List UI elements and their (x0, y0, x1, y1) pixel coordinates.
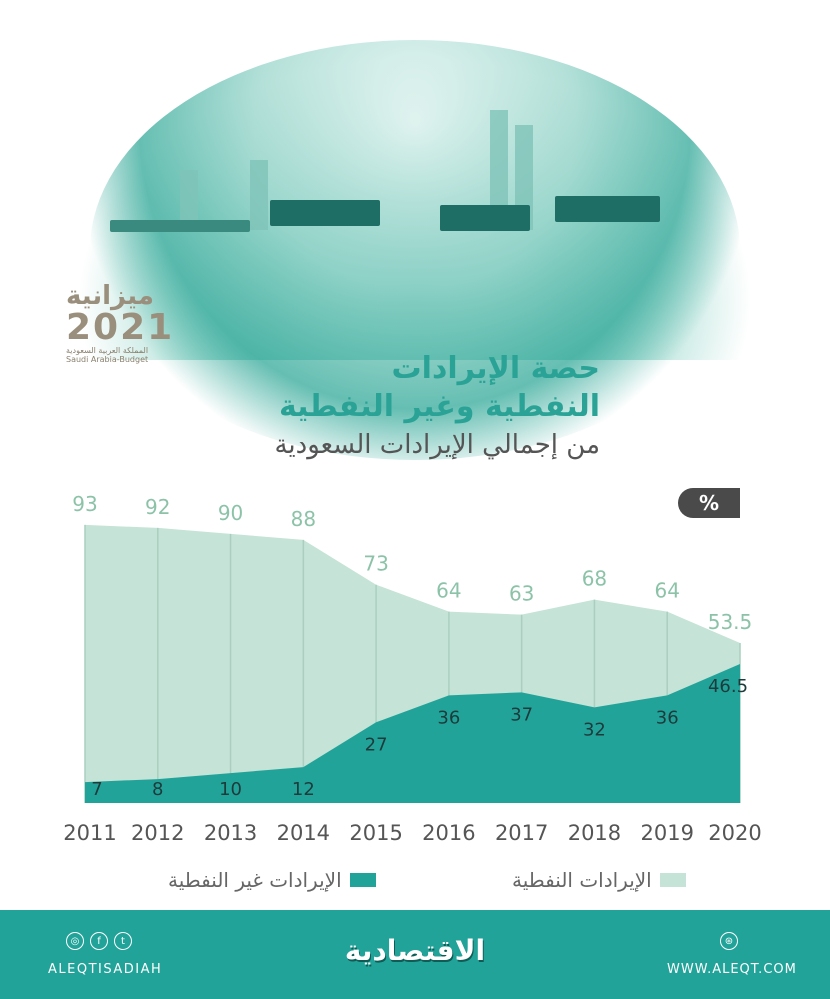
page-title: حصة الإيرادات النفطية وغير النفطية (279, 350, 600, 426)
social-handle[interactable]: ALEQTISADIAH (48, 962, 163, 977)
logo-arabic: ميزانية (66, 281, 154, 311)
non-oil-value-label: 10 (219, 779, 242, 800)
x-tick-label: 2015 (349, 821, 402, 845)
non-oil-value-label: 8 (152, 779, 163, 800)
footer: ◎ f t ALEQTISADIAH الاقتصادية ⊛ WWW.ALEQ… (0, 910, 830, 999)
globe-icon: ⊛ (720, 932, 738, 950)
legend-label-oil: الإيرادات النفطية (512, 868, 652, 892)
oil-value-label: 68 (582, 567, 607, 591)
legend-swatch-oil (659, 873, 686, 887)
logo-english: Saudi Arabia-Budget (66, 355, 149, 364)
globe-graphic (90, 40, 740, 460)
social-links: ◎ f t (66, 932, 132, 950)
twitter-icon[interactable]: t (114, 932, 132, 950)
x-tick-label: 2014 (277, 821, 330, 845)
truck (555, 196, 660, 222)
legend-oil: الإيرادات النفطية (512, 868, 686, 892)
website-link[interactable]: WWW.ALEQT.COM (667, 962, 797, 977)
oil-value-label: 63 (509, 582, 534, 606)
ship (110, 220, 250, 232)
non-oil-value-label: 7 (91, 779, 102, 800)
non-oil-value-label: 27 (365, 734, 388, 755)
legend-non-oil: الإيرادات غير النفطية (168, 868, 376, 892)
brand-logo: الاقتصادية (344, 934, 486, 967)
title-line-1: حصة الإيرادات (391, 351, 600, 386)
subtitle: من إجمالي الإيرادات السعودية (274, 430, 600, 460)
truck (270, 200, 380, 226)
building (250, 160, 268, 230)
oil-value-label: 73 (363, 552, 388, 576)
x-tick-label: 2020 (708, 821, 761, 845)
building (490, 110, 508, 230)
non-oil-area (85, 663, 740, 803)
oil-value-label: 92 (145, 495, 170, 519)
oil-value-label: 64 (436, 579, 461, 603)
non-oil-value-label: 36 (656, 707, 679, 728)
logo-year: 2021 (66, 307, 175, 348)
oil-value-label: 90 (218, 501, 243, 525)
oil-value-label: 64 (654, 579, 679, 603)
facebook-icon[interactable]: f (90, 932, 108, 950)
unit-badge: % (678, 488, 740, 518)
hero-image (0, 0, 830, 460)
non-oil-value-label: 46.5 (708, 676, 748, 697)
logo-kingdom: المملكة العربية السعودية (66, 346, 149, 355)
legend-label-non-oil: الإيرادات غير النفطية (168, 868, 342, 892)
non-oil-value-label: 36 (437, 707, 460, 728)
non-oil-value-label: 37 (510, 704, 533, 725)
oil-value-label: 53.5 (708, 610, 753, 634)
instagram-icon[interactable]: ◎ (66, 932, 84, 950)
x-tick-label: 2013 (204, 821, 257, 845)
oil-value-label: 88 (291, 507, 316, 531)
x-tick-label: 2019 (640, 821, 693, 845)
title-line-2: النفطية وغير النفطية (278, 389, 600, 424)
non-oil-value-label: 32 (583, 719, 606, 740)
oil-value-label: 93 (72, 492, 97, 516)
x-tick-label: 2017 (495, 821, 548, 845)
x-tick-label: 2011 (63, 821, 116, 845)
x-tick-label: 2018 (568, 821, 621, 845)
building (180, 170, 198, 230)
building (515, 125, 533, 230)
budget-logo: ميزانية 2021 المملكة العربية السعودية Sa… (66, 282, 174, 364)
non-oil-value-label: 12 (292, 779, 315, 800)
legend-swatch-non-oil (349, 873, 376, 887)
ship (440, 205, 530, 231)
x-tick-label: 2012 (131, 821, 184, 845)
x-tick-label: 2016 (422, 821, 475, 845)
